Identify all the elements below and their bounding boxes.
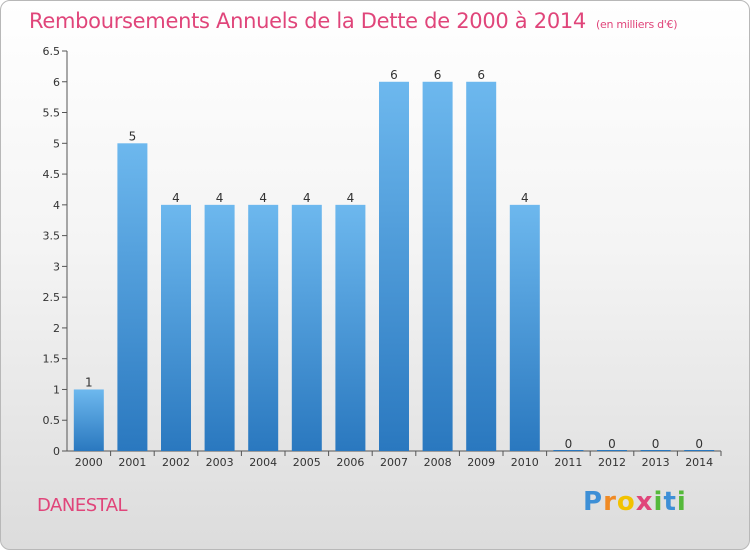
- bar-value-label: 4: [216, 191, 224, 205]
- bar: [117, 143, 148, 452]
- x-tick-label: 2011: [554, 456, 582, 469]
- bar: [204, 204, 235, 451]
- logo-letter: i: [653, 487, 664, 517]
- chart-title: Remboursements Annuels de la Dette de 20…: [29, 9, 677, 33]
- chart-title-text: Remboursements Annuels de la Dette de 20…: [29, 9, 586, 33]
- y-tick-label: 5.5: [43, 107, 61, 120]
- x-tick-label: 2001: [118, 456, 146, 469]
- commune-name: DANESTAL: [37, 495, 128, 516]
- logo-letter: o: [616, 487, 636, 517]
- bar: [291, 204, 322, 451]
- bar: [422, 81, 453, 452]
- y-tick-label: 3: [53, 260, 60, 273]
- bar-value-label: 0: [652, 437, 660, 451]
- y-tick-label: 5: [53, 137, 60, 150]
- bar: [248, 204, 279, 451]
- y-tick-label: 6: [53, 76, 60, 89]
- x-tick-label: 2003: [206, 456, 234, 469]
- x-tick-label: 2014: [685, 456, 713, 469]
- x-tick-label: 2013: [642, 456, 670, 469]
- x-tick-label: 2004: [249, 456, 277, 469]
- bar: [161, 204, 191, 451]
- bar-value-label: 1: [85, 375, 93, 389]
- bar-value-label: 6: [434, 68, 442, 82]
- bar-value-label: 5: [129, 129, 137, 143]
- bar-value-label: 0: [608, 437, 616, 451]
- x-tick-label: 2010: [511, 456, 539, 469]
- proxiti-logo[interactable]: Proxiti: [583, 487, 687, 517]
- logo-letter: r: [603, 487, 617, 517]
- bar-value-label: 4: [347, 191, 355, 205]
- x-tick-label: 2005: [293, 456, 321, 469]
- x-tick-label: 2009: [467, 456, 495, 469]
- chart-subtitle: (en milliers d'€): [596, 18, 678, 31]
- y-tick-label: 3.5: [43, 230, 61, 243]
- y-tick-label: 2.5: [43, 291, 61, 304]
- bar: [466, 81, 497, 452]
- x-tick-label: 2007: [380, 456, 408, 469]
- x-tick-label: 2006: [336, 456, 364, 469]
- x-tick-label: 2000: [75, 456, 103, 469]
- y-tick-label: 4.5: [43, 168, 61, 181]
- bar-value-label: 4: [259, 191, 267, 205]
- y-tick-label: 2: [53, 322, 60, 335]
- bar-value-label: 4: [521, 191, 529, 205]
- x-tick-label: 2008: [424, 456, 452, 469]
- bar: [509, 204, 540, 451]
- bar: [379, 81, 409, 452]
- bar-value-label: 6: [390, 68, 398, 82]
- y-tick-label: 0: [53, 445, 60, 458]
- logo-letter: t: [663, 487, 677, 517]
- bar: [73, 389, 104, 451]
- logo-letter: i: [676, 487, 687, 517]
- x-tick-label: 2002: [162, 456, 190, 469]
- y-tick-label: 6.5: [43, 45, 61, 58]
- x-tick-label: 2012: [598, 456, 626, 469]
- bar-value-label: 4: [172, 191, 180, 205]
- bar-value-label: 4: [303, 191, 311, 205]
- logo-letter: x: [635, 487, 654, 517]
- logo-letter: P: [583, 487, 604, 517]
- y-tick-label: 1.5: [43, 353, 61, 366]
- y-tick-label: 1: [53, 383, 60, 396]
- bar: [335, 204, 366, 451]
- bar-value-label: 0: [695, 437, 703, 451]
- bar-value-label: 0: [565, 437, 573, 451]
- bar-value-label: 6: [477, 68, 485, 82]
- y-tick-label: 4: [53, 199, 60, 212]
- y-tick-label: 0.5: [43, 414, 61, 427]
